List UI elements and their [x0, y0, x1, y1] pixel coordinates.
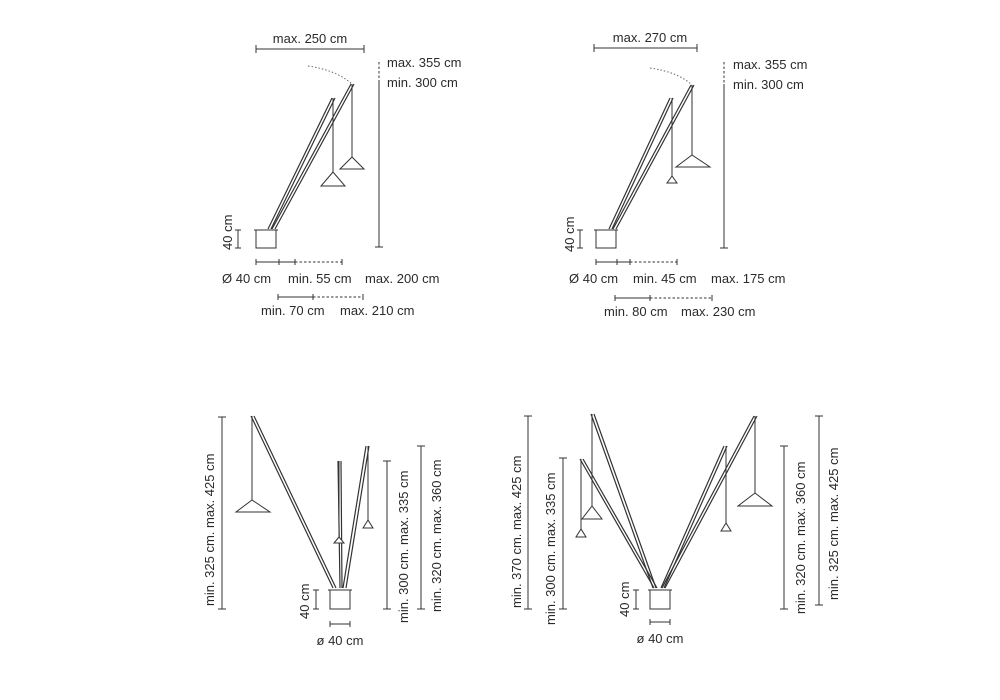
lamp-shade [736, 492, 774, 507]
base-height-label: 40 cm [617, 582, 632, 617]
left-height-label: min. 300 cm. max. 335 cm [543, 473, 558, 625]
lamp-arm [267, 97, 333, 230]
reach-min-label: min. 55 cm [288, 271, 352, 286]
lamp-arm [274, 83, 355, 230]
lamp-shade [234, 499, 272, 513]
right-height-label: min. 320 cm. max. 360 cm [793, 462, 808, 614]
lamp-base [329, 589, 351, 610]
reach-max-label: max. 230 cm [681, 304, 755, 319]
lamp-arm [345, 445, 370, 589]
lamp-arm [661, 415, 755, 589]
lamp-arm [615, 84, 695, 230]
lamp-arm [590, 413, 654, 589]
right-height-label: min. 300 cm. max. 335 cm [396, 471, 411, 623]
width-max-label: max. 250 cm [273, 31, 347, 46]
lamp-arm [340, 460, 343, 589]
lamp-arm [342, 445, 367, 589]
lamp-base [255, 229, 277, 249]
reach-min-label: min. 45 cm [633, 271, 697, 286]
base-diameter-label: Ø 40 cm [569, 271, 618, 286]
lamp-shade [362, 519, 374, 529]
right-height-label: min. 325 cm. max. 425 cm [826, 448, 841, 600]
lamp-base [595, 229, 617, 249]
lamp-arm [250, 415, 334, 589]
height-max-label: max. 355 cm [387, 55, 461, 70]
lamp-arm [253, 415, 337, 589]
diagram-bottom-right: min. 370 cm. max. 425 cm min. 300 cm. ma… [509, 413, 841, 646]
lamp-shade [338, 156, 366, 170]
height-min-label: min. 300 cm [387, 75, 458, 90]
lamp-shade [580, 505, 604, 520]
reach-max-label: max. 175 cm [711, 271, 785, 286]
height-max-label: max. 355 cm [733, 57, 807, 72]
lamp-base [649, 589, 671, 610]
lamp-arm [660, 445, 725, 589]
base-height-label: 40 cm [220, 215, 235, 250]
lamp-arm [612, 84, 692, 230]
diagram-top-right: max. 270 cm max. 355 cm min. 300 cm 40 c… [562, 30, 807, 319]
right-height-label: min. 320 cm. max. 360 cm [429, 460, 444, 612]
left-height-label: min. 370 cm. max. 425 cm [509, 456, 524, 608]
reach-max-label: max. 210 cm [340, 303, 414, 318]
lamp-arm [579, 458, 655, 589]
base-diameter-label: ø 40 cm [637, 631, 684, 646]
lamp-shade [720, 522, 732, 532]
lamp-shade [575, 528, 587, 538]
lamp-arm [664, 415, 758, 589]
lamp-shade [666, 175, 678, 184]
lamp-arm [608, 97, 671, 230]
lamp-shade [319, 171, 347, 187]
reach-arc [649, 67, 693, 86]
lamp-arm [593, 413, 657, 589]
diagram-top-left: max. 250 cm max. 355 cm min. 300 cm 40 c… [220, 31, 461, 318]
reach-min-label: min. 80 cm [604, 304, 668, 319]
base-height-label: 40 cm [562, 217, 577, 252]
diagram-bottom-left: min. 325 cm. max. 425 cm 40 cm ø 40 cm m… [202, 415, 444, 648]
reach-max-label: max. 200 cm [365, 271, 439, 286]
lamp-arm [611, 97, 674, 230]
base-height-label: 40 cm [297, 584, 312, 619]
base-diameter-label: ø 40 cm [317, 633, 364, 648]
base-diameter-label: Ø 40 cm [222, 271, 271, 286]
reach-arc [307, 65, 353, 85]
lamp-shade [332, 536, 346, 544]
lamp-shade [674, 154, 712, 168]
lamp-arm [271, 83, 352, 230]
height-min-label: min. 300 cm [733, 77, 804, 92]
width-max-label: max. 270 cm [613, 30, 687, 45]
lamp-arm [270, 97, 336, 230]
reach-min-label: min. 70 cm [261, 303, 325, 318]
left-height-label: min. 325 cm. max. 425 cm [202, 454, 217, 606]
lamp-arm [582, 458, 658, 589]
